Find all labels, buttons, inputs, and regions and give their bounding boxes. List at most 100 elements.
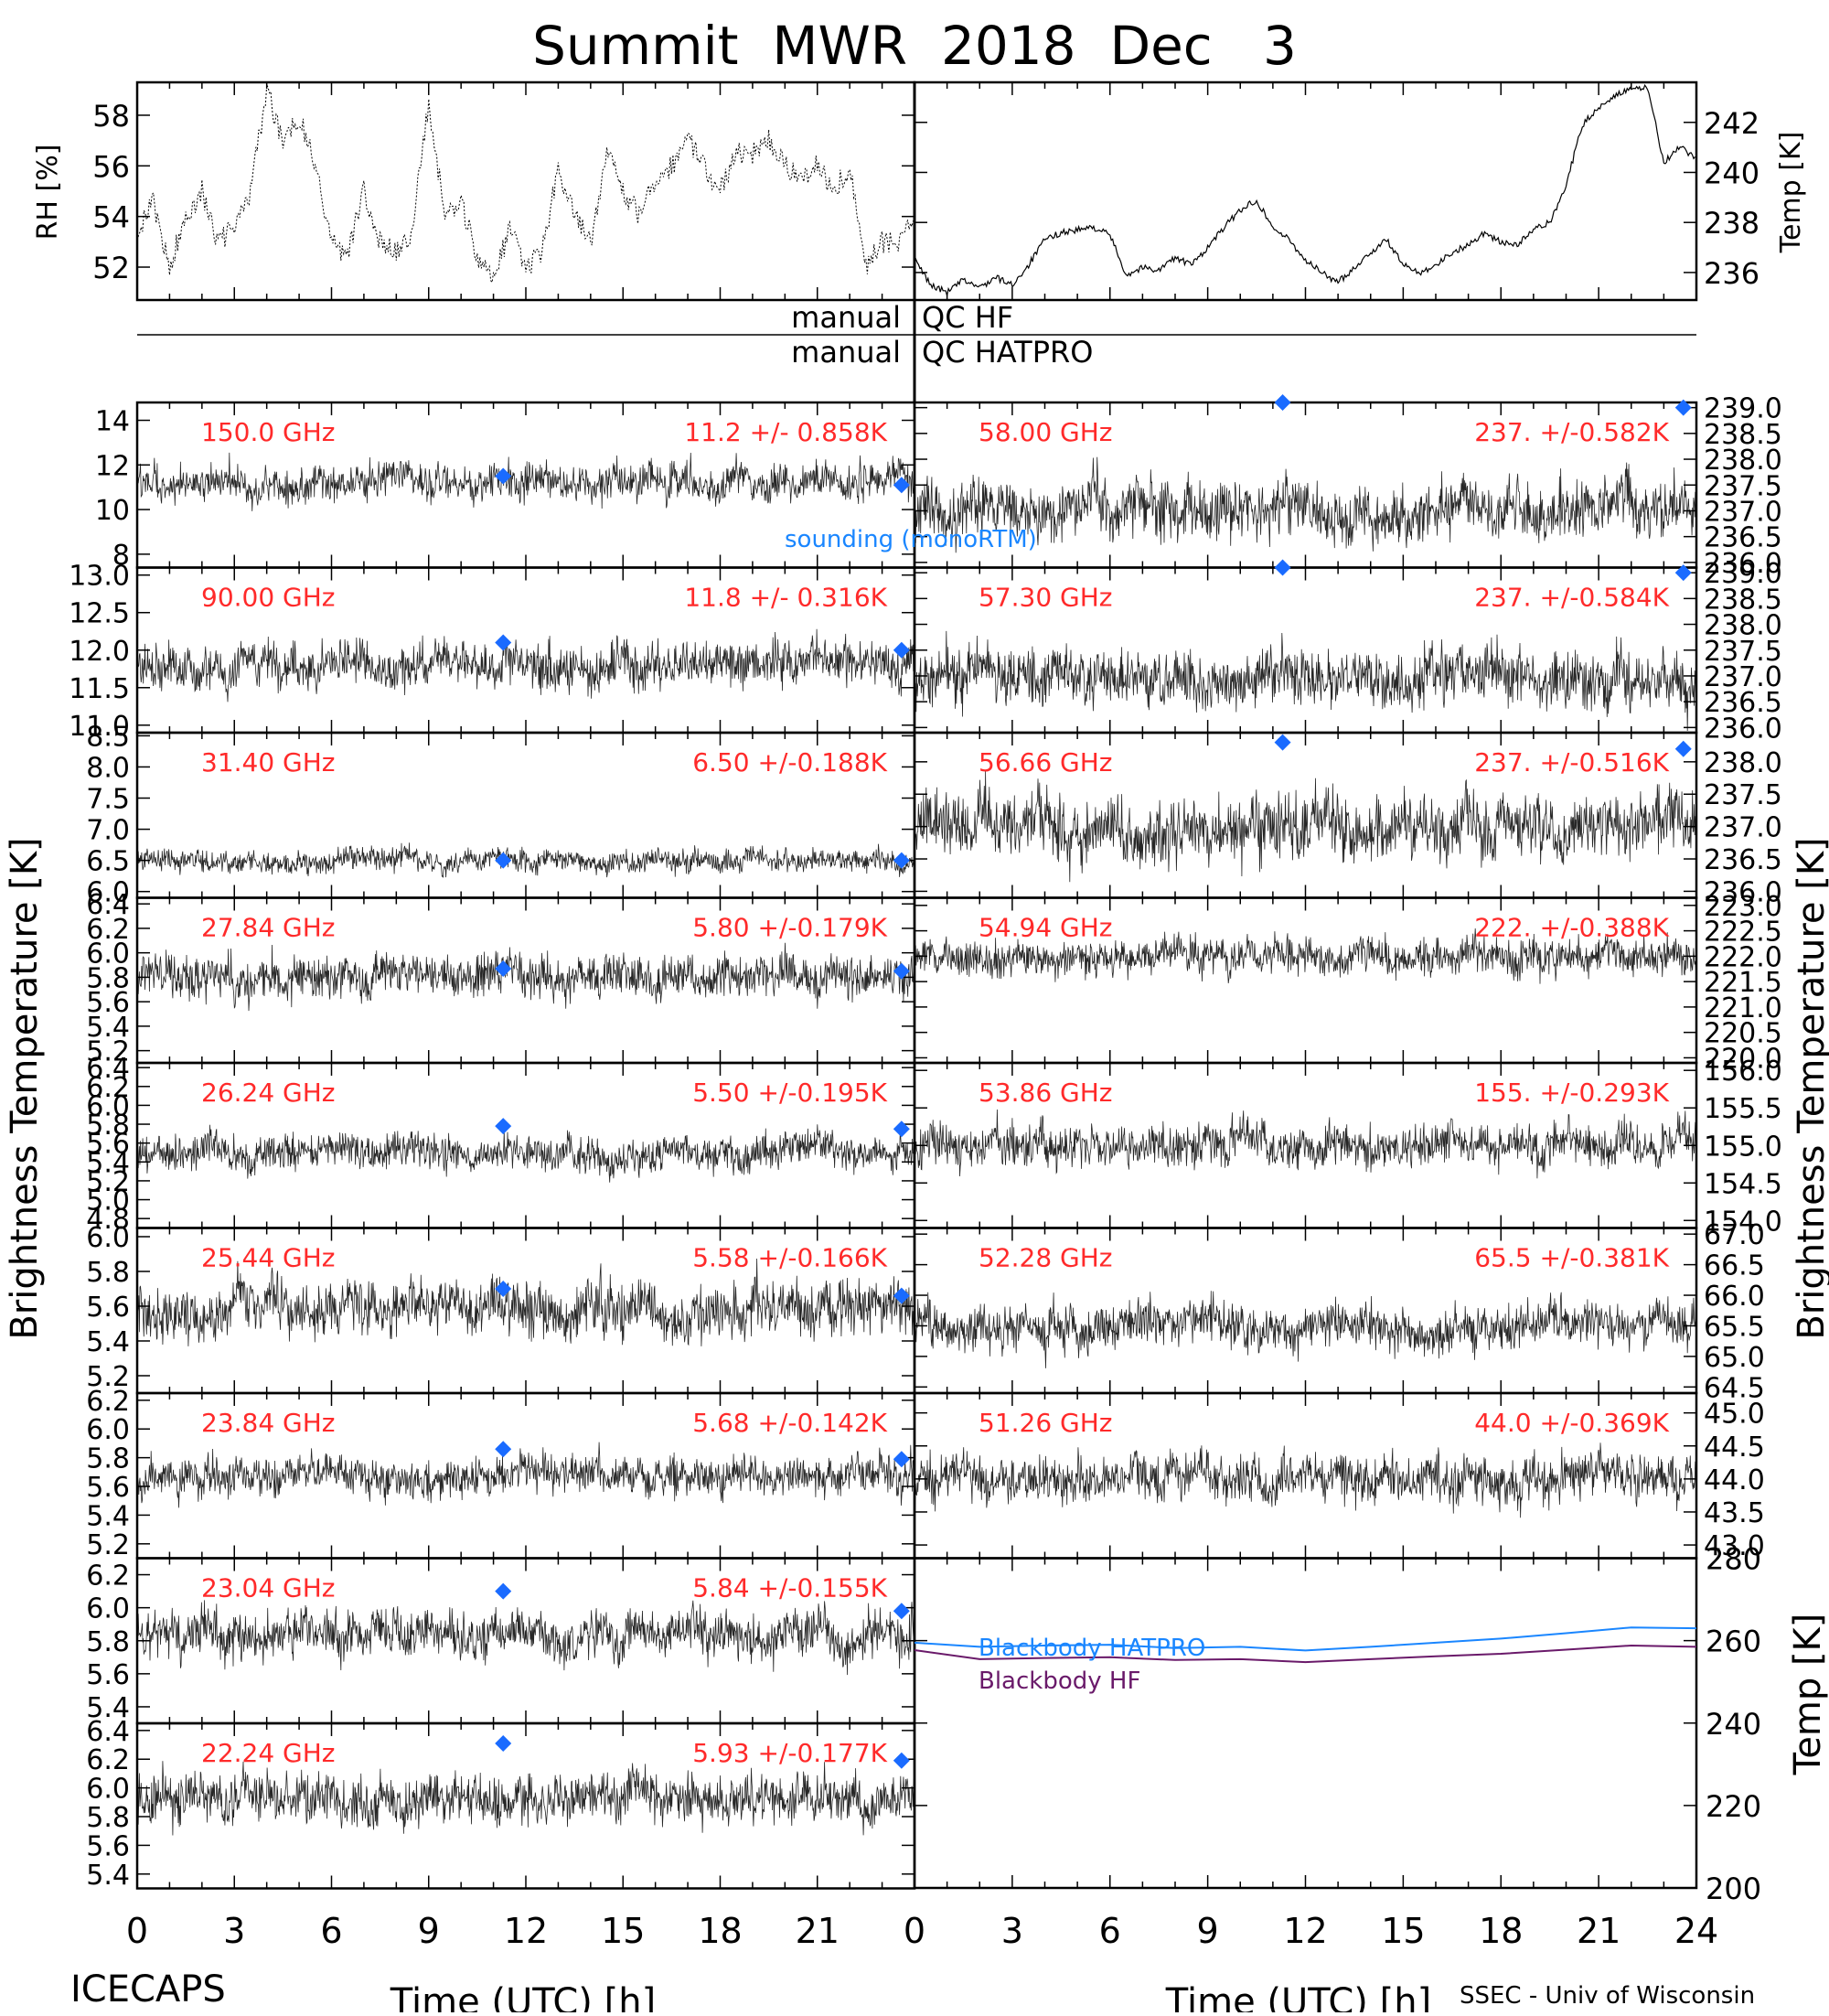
- right-panel-5-ytick-label: 67.0: [1704, 1219, 1765, 1251]
- right-panel-1-sounding-point: [1674, 564, 1692, 582]
- left-panel-6-ytick-label: 5.4: [86, 1500, 130, 1532]
- blackbody-ytick-label: 240: [1706, 1707, 1761, 1742]
- left-panel-3-ytick-label: 6.0: [86, 938, 130, 970]
- footer-right: SSEC - Univ of Wisconsin: [1460, 1982, 1755, 2010]
- right-panel-3-trace: [914, 928, 1696, 984]
- qc-label-manual-2: manual: [791, 335, 901, 370]
- right-panel-1-ytick-label: 237.5: [1704, 636, 1782, 668]
- left-panel-6: 5.25.45.65.86.06.2 23.84 GHz 5.68 +/-0.142…: [86, 1386, 916, 1561]
- bottom-right-xtick-label: 3: [1001, 1911, 1023, 1951]
- bottom-right-xtick-label: 24: [1674, 1911, 1718, 1951]
- right-panel-0-ytick-label: 237.5: [1704, 470, 1782, 502]
- left-panel-2-frequency-label: 31.40 GHz: [201, 747, 336, 777]
- right-panel-0-ytick-label: 239.0: [1704, 393, 1782, 425]
- left-panel-5-ytick-label: 5.8: [86, 1257, 130, 1289]
- left-panel-2: 6.06.57.07.58.08.5 31.40 GHz 6.50 +/-0.188…: [86, 721, 916, 909]
- left-panel-0-ytick-label: 8: [112, 540, 130, 572]
- left-panel-8-ytick-label: 5.6: [86, 1830, 130, 1862]
- left-panel-4: 4.85.05.25.45.65.86.06.26.4 26.24 GHz 5.50…: [86, 1053, 916, 1236]
- rh-frame: [135, 80, 916, 302]
- left-panel-1-frequency-label: 90.00 GHz: [201, 583, 336, 613]
- right-panel-0-trace: [914, 456, 1696, 553]
- left-panel-7-ytick-label: 5.8: [86, 1626, 130, 1658]
- right-panel-4-frequency-label: 53.86 GHz: [979, 1078, 1113, 1108]
- temp-frame: [913, 80, 1698, 302]
- right-channel-panels: 236.0236.5237.0237.5238.0238.5239.058.00…: [913, 393, 1782, 1562]
- left-panel-6-ytick-label: 5.2: [86, 1529, 130, 1561]
- left-panel-6-sounding-point: [893, 1451, 910, 1468]
- right-panel-3-ytick-label: 220.5: [1704, 1018, 1782, 1050]
- left-panel-7: 5.45.65.86.06.2 23.04 GHz 5.84 +/-0.155K: [86, 1557, 916, 1725]
- left-panel-3-ytick-label: 5.4: [86, 1012, 130, 1044]
- rh-trace: [136, 82, 914, 284]
- left-panel-1-sounding-point: [495, 634, 512, 651]
- right-panel-1-ytick-label: 238.5: [1704, 584, 1782, 616]
- right-panel-3-ytick-label: 221.5: [1704, 967, 1782, 999]
- left-panel-4-ytick-label: 5.0: [86, 1185, 130, 1217]
- left-panel-4-ytick-label: 5.4: [86, 1147, 130, 1179]
- right-panel-4-ytick-label: 155.0: [1704, 1131, 1782, 1163]
- left-panel-2-sounding-point: [495, 852, 512, 869]
- right-panel-6-ytick-label: 43.0: [1704, 1530, 1765, 1562]
- bottom-left-xtick-label: 9: [418, 1911, 440, 1951]
- left-panel-7-sounding-point: [893, 1603, 910, 1620]
- left-panel-6-ytick-label: 6.2: [86, 1386, 130, 1418]
- blackbody-frame: [913, 1557, 1698, 1890]
- left-panel-5-stat-label: 5.58 +/-0.166K: [692, 1243, 887, 1273]
- left-panel-8-sounding-point: [893, 1752, 910, 1769]
- left-panel-4-ytick-label: 6.0: [86, 1090, 130, 1122]
- rh-panel: 52 54 56 58 RH [%]: [32, 80, 916, 302]
- left-panel-3: 5.25.45.65.86.06.26.4 27.84 GHz 5.80 +/-0.…: [86, 889, 916, 1068]
- right-panel-1-ytick-label: 236.0: [1704, 713, 1782, 745]
- right-panel-1-trace: [914, 630, 1696, 732]
- blackbody-ytick-label: 280: [1706, 1542, 1761, 1577]
- left-panel-8-frequency-label: 22.24 GHz: [201, 1738, 336, 1768]
- rh-ytick-label: 56: [92, 149, 130, 184]
- left-panel-1-ytick-label: 11.0: [69, 711, 130, 743]
- right-panel-5: 64.565.065.566.066.567.0 52.28 GHz 65.5 +/…: [913, 1219, 1765, 1404]
- temp-ylabel: Temp [K]: [1775, 132, 1807, 254]
- temp-ytick-label: 238: [1704, 206, 1759, 241]
- bottom-left-xtick-label: 3: [223, 1911, 245, 1951]
- left-panel-5-sounding-point: [893, 1287, 910, 1304]
- left-panel-7-sounding-point: [495, 1582, 512, 1600]
- left-panel-4-sounding-point: [893, 1121, 910, 1138]
- left-panel-4-ytick-label: 5.6: [86, 1129, 130, 1161]
- left-panel-0-ytick-label: 14: [95, 406, 130, 438]
- right-panel-2-ytick-label: 238.0: [1704, 747, 1782, 779]
- left-panel-2-ytick-label: 7.5: [86, 784, 130, 816]
- left-panel-1: 11.0 11.5 12.0 12.5 13.0 90.00 GHz 11.8 +/- 0.…: [69, 561, 916, 743]
- footer-left: ICECAPS: [70, 1968, 226, 2011]
- left-panel-0-trace: [136, 452, 914, 511]
- left-panel-3-ytick-label: 6.2: [86, 914, 130, 946]
- left-panel-4-ytick-label: 5.8: [86, 1110, 130, 1142]
- left-panel-3-sounding-point: [495, 960, 512, 978]
- rh-ytick-label: 58: [92, 99, 130, 134]
- right-panel-0-ytick-label: 236.0: [1704, 548, 1782, 580]
- left-panel-4-trace: [136, 1124, 914, 1183]
- left-panel-8-ytick-label: 5.4: [86, 1860, 130, 1892]
- blackbody-hatpro-line: [914, 1626, 1697, 1652]
- right-panel-1-sounding-point: [1274, 559, 1291, 576]
- temp-trace: [914, 83, 1695, 296]
- bottom-right-xtick-label: 21: [1577, 1911, 1620, 1951]
- bottom-left-xtick-label: 15: [601, 1911, 645, 1951]
- left-panel-3-ytick-label: 6.4: [86, 889, 130, 921]
- left-panel-7-frequency-label: 23.04 GHz: [201, 1573, 336, 1603]
- blackbody-ytick-label: 260: [1706, 1625, 1761, 1659]
- bottom-right-xtick-label: 15: [1381, 1911, 1425, 1951]
- bottom-right-xtick-label: 6: [1099, 1911, 1121, 1951]
- left-panel-7-stat-label: 5.84 +/-0.155K: [692, 1573, 887, 1603]
- left-panel-0-sounding-point: [495, 467, 512, 485]
- right-panel-1-ytick-label: 239.0: [1704, 558, 1782, 590]
- left-panel-6-trace: [136, 1442, 914, 1508]
- right-panel-4-stat-label: 155. +/-0.293K: [1474, 1078, 1669, 1108]
- right-panel-0-ytick-label: 236.5: [1704, 522, 1782, 554]
- left-panel-3-ytick-label: 5.8: [86, 962, 130, 994]
- blackbody-ytick-label: 200: [1706, 1871, 1761, 1906]
- left-panel-4-stat-label: 5.50 +/-0.195K: [692, 1078, 887, 1108]
- left-panel-8-ytick-label: 6.4: [86, 1716, 130, 1748]
- right-panel-3-ytick-label: 221.0: [1704, 992, 1782, 1024]
